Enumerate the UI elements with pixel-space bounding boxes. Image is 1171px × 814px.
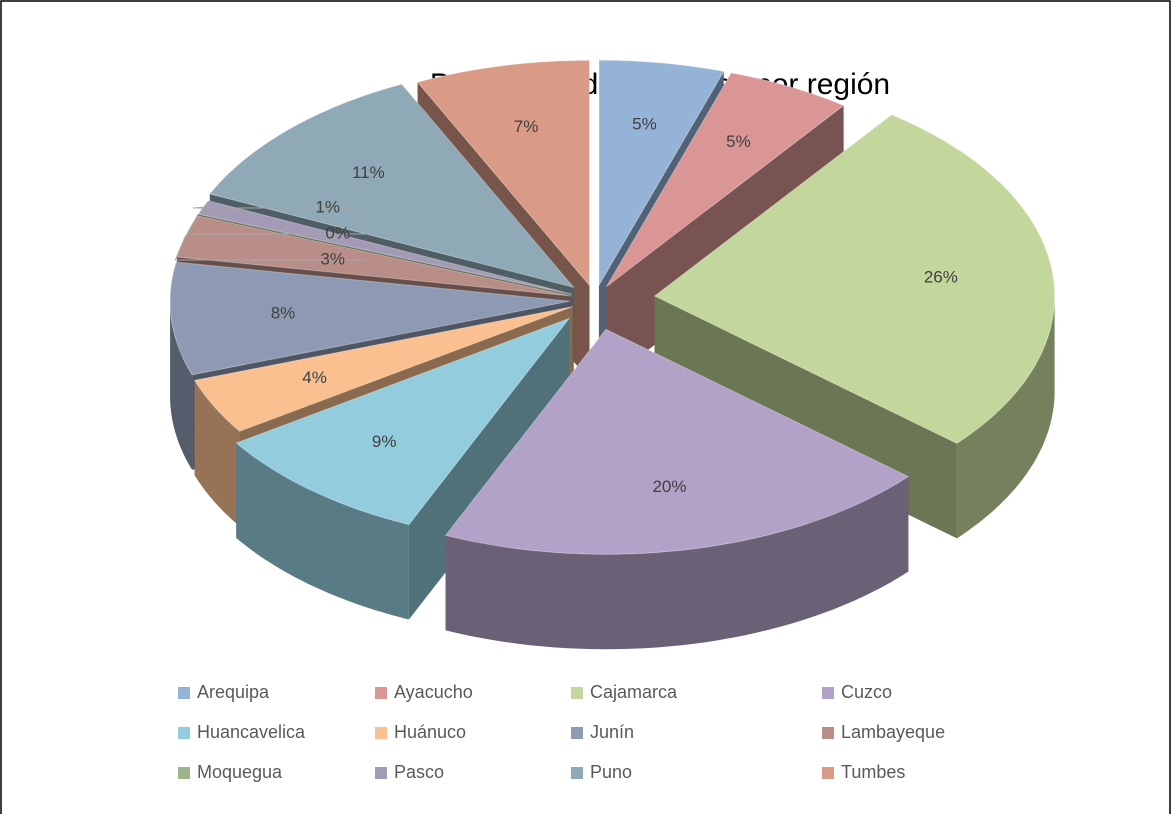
legend-label: Arequipa bbox=[197, 682, 270, 702]
data-label: 4% bbox=[302, 368, 327, 387]
data-label: 20% bbox=[652, 477, 686, 496]
slice bbox=[416, 59, 591, 287]
data-label: 9% bbox=[372, 432, 397, 451]
legend-label: Lambayeque bbox=[841, 722, 945, 742]
legend-label: Tumbes bbox=[841, 762, 905, 782]
data-label: 1% bbox=[315, 197, 340, 216]
legend-label: Ayacucho bbox=[394, 682, 473, 702]
data-label: 8% bbox=[271, 304, 296, 323]
leader-line bbox=[174, 235, 365, 261]
legend-label: Junín bbox=[590, 722, 634, 742]
legend-swatch bbox=[375, 767, 387, 779]
legend-label: Huánuco bbox=[394, 722, 466, 742]
slice bbox=[444, 328, 910, 555]
legend-swatch bbox=[822, 687, 834, 699]
legend-swatch bbox=[571, 727, 583, 739]
legend-swatch bbox=[822, 767, 834, 779]
legend-swatch bbox=[822, 727, 834, 739]
data-label: 26% bbox=[924, 268, 958, 287]
leader-line bbox=[187, 214, 370, 235]
legend-swatch bbox=[375, 687, 387, 699]
slice bbox=[197, 213, 572, 296]
slice-side bbox=[956, 296, 1055, 539]
slice bbox=[598, 59, 725, 288]
data-label: 3% bbox=[320, 249, 345, 268]
slice bbox=[653, 114, 1056, 444]
data-label: 7% bbox=[514, 117, 539, 136]
slice-side bbox=[236, 443, 409, 620]
slice bbox=[606, 72, 845, 288]
slice bbox=[235, 317, 571, 526]
legend-label: Puno bbox=[590, 762, 632, 782]
slice bbox=[193, 306, 573, 432]
legend-swatch bbox=[375, 727, 387, 739]
leader-line bbox=[192, 206, 360, 209]
legend-swatch bbox=[178, 687, 190, 699]
legend-swatch bbox=[571, 767, 583, 779]
slice-side bbox=[170, 301, 193, 470]
legend-swatch bbox=[571, 687, 583, 699]
legend-label: Moquegua bbox=[197, 762, 283, 782]
legend-label: Pasco bbox=[394, 762, 444, 782]
data-label: 0% bbox=[325, 223, 350, 242]
slice bbox=[169, 261, 571, 376]
legend-swatch bbox=[178, 727, 190, 739]
data-label: 5% bbox=[632, 115, 657, 134]
legend-label: Cajamarca bbox=[590, 682, 678, 702]
data-label: 5% bbox=[726, 132, 751, 151]
legend-label: Huancavelica bbox=[197, 722, 306, 742]
slice bbox=[208, 83, 576, 289]
legend-swatch bbox=[178, 767, 190, 779]
slice-side bbox=[445, 476, 909, 650]
data-label: 11% bbox=[352, 163, 385, 182]
slice-side bbox=[194, 380, 240, 527]
legend-label: Cuzco bbox=[841, 682, 892, 702]
